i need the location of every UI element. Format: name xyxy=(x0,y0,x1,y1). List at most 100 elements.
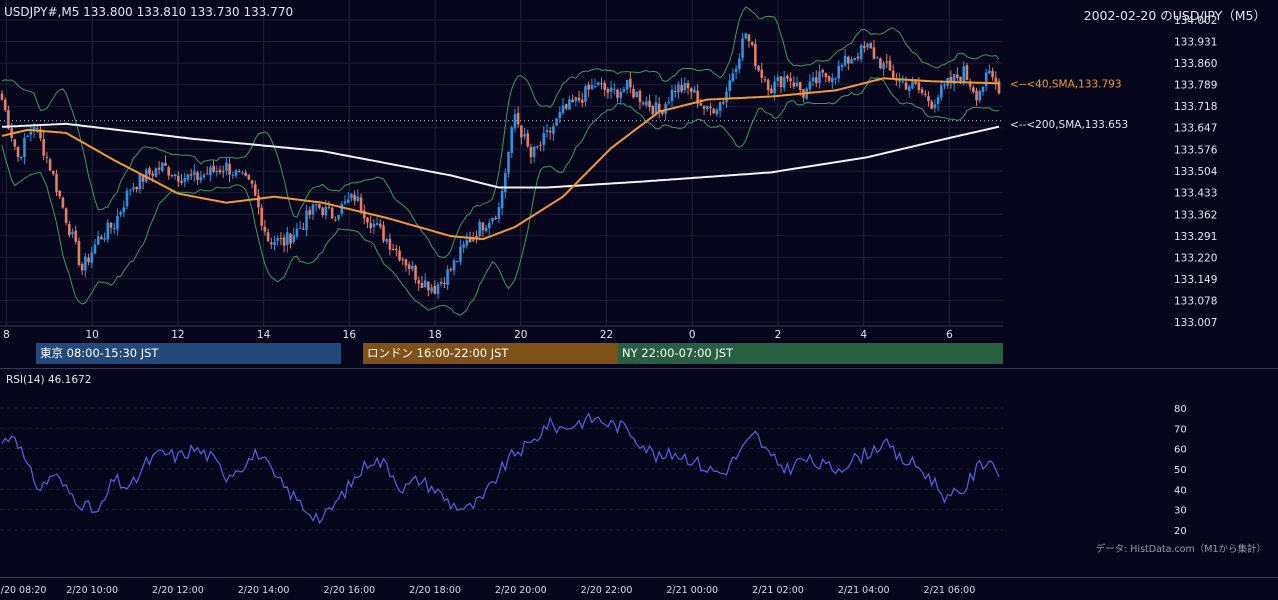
candle-body xyxy=(177,175,180,182)
candle-body xyxy=(112,228,116,230)
candle-body xyxy=(994,77,998,83)
candle-body xyxy=(590,85,594,90)
candle-body xyxy=(725,91,728,102)
candle-body xyxy=(584,86,587,102)
candle-body xyxy=(754,44,757,67)
candle-body xyxy=(282,237,286,246)
price-tick-label: 133.362 xyxy=(1174,209,1217,221)
candle-body xyxy=(491,217,494,222)
candle-body xyxy=(882,62,885,70)
candle-body xyxy=(484,227,488,232)
time-tick-label: 12 xyxy=(171,329,184,341)
candle-body xyxy=(481,222,485,231)
candle-body xyxy=(378,223,382,227)
candle-body xyxy=(116,215,119,230)
candle-body xyxy=(279,237,283,239)
candle-body xyxy=(77,240,81,265)
candle-body xyxy=(411,265,414,270)
rsi-tick-label: 50 xyxy=(1174,465,1187,476)
symbol-ohlc-label: USDJPY#,M5 133.800 133.810 133.730 133.7… xyxy=(4,5,294,19)
candle-body xyxy=(132,187,135,190)
candle-body xyxy=(824,73,828,78)
candle-body xyxy=(289,233,292,244)
candle-body xyxy=(504,173,507,193)
price-tick-label: 133.718 xyxy=(1174,101,1217,113)
candle-body xyxy=(382,225,385,241)
time-tick-label: 18 xyxy=(428,329,441,341)
candle-body xyxy=(863,45,866,48)
time-tick-label: 16 xyxy=(343,329,357,341)
candle-body xyxy=(757,66,760,71)
candle-body xyxy=(914,81,917,84)
candle-body xyxy=(369,223,372,229)
candle-body xyxy=(933,104,937,108)
candle-body xyxy=(465,240,469,246)
candle-body xyxy=(520,125,523,138)
candle-body xyxy=(273,241,276,245)
candle-body xyxy=(641,103,645,105)
candle-body xyxy=(930,101,933,109)
candle-body xyxy=(353,194,356,201)
candle-body xyxy=(705,105,709,110)
candle-body xyxy=(148,168,151,175)
candle-body xyxy=(468,238,472,243)
candle-body xyxy=(830,77,834,83)
candle-body xyxy=(523,134,526,137)
time-axis-tick-label: 2/20 16:00 xyxy=(323,585,376,596)
candle-body xyxy=(68,224,71,236)
candle-body xyxy=(398,250,401,261)
candle-body xyxy=(276,238,279,241)
candle-body xyxy=(901,81,905,83)
candle-body xyxy=(956,74,959,78)
candle-body xyxy=(891,70,895,78)
candle-body xyxy=(311,204,315,215)
candle-body xyxy=(48,159,52,171)
candle-body xyxy=(609,87,613,92)
candle-body xyxy=(241,172,244,174)
candle-body xyxy=(407,264,411,269)
candle-body xyxy=(770,88,773,94)
candle-body xyxy=(395,248,398,251)
candle-body xyxy=(968,81,972,87)
rsi-tick-label: 80 xyxy=(1174,404,1187,415)
time-tick-label: 2 xyxy=(775,329,782,341)
candle-body xyxy=(257,195,260,208)
candle-body xyxy=(439,281,443,285)
candle-body xyxy=(552,126,555,134)
candle-body xyxy=(51,170,55,175)
candle-body xyxy=(314,204,318,206)
time-axis-tick-label: 2/21 00:00 xyxy=(666,585,719,596)
price-tick-label: 133.576 xyxy=(1174,144,1218,156)
candle-body xyxy=(734,68,738,73)
candle-body xyxy=(657,103,661,112)
candle-body xyxy=(568,99,571,110)
candle-body xyxy=(811,77,815,82)
candle-body xyxy=(186,174,190,180)
candle-body xyxy=(648,100,651,108)
candle-body xyxy=(792,82,796,87)
candle-body xyxy=(154,168,158,177)
price-tick-label: 133.291 xyxy=(1174,231,1217,243)
candle-body xyxy=(250,180,254,184)
candle-body xyxy=(29,131,33,135)
candle-body xyxy=(574,96,578,102)
candle-body xyxy=(917,82,921,91)
candle-body xyxy=(856,56,860,59)
candle-body xyxy=(744,33,748,39)
candle-body xyxy=(532,146,536,157)
candle-body xyxy=(500,190,504,209)
candle-body xyxy=(494,217,497,219)
candle-body xyxy=(93,244,97,254)
price-tick-label: 133.078 xyxy=(1174,295,1217,307)
session-london-label: ロンドン 16:00-22:00 JST xyxy=(367,346,509,360)
candle-body xyxy=(449,269,453,271)
rsi-tick-label: 60 xyxy=(1174,445,1187,456)
candle-body xyxy=(253,184,257,196)
candle-body xyxy=(263,226,267,232)
time-axis-tick-label: 2/20 10:00 xyxy=(66,585,119,596)
candle-body xyxy=(840,64,844,67)
candle-body xyxy=(814,77,818,84)
candle-body xyxy=(391,248,395,250)
price-tick-label: 133.433 xyxy=(1174,188,1217,200)
candle-body xyxy=(141,174,145,182)
